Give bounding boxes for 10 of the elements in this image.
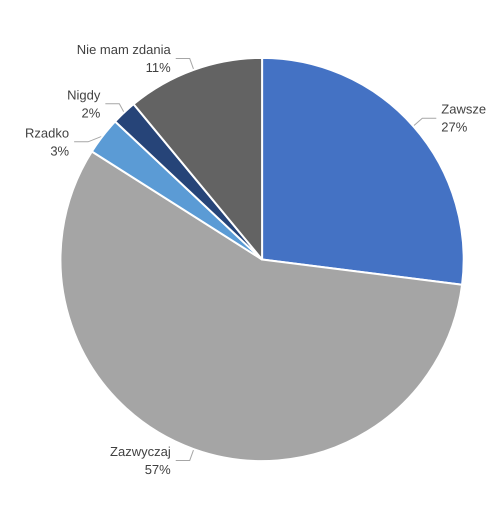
data-label: 3% xyxy=(50,143,70,158)
data-label: 11% xyxy=(146,60,172,76)
data-label: 2% xyxy=(82,105,101,120)
data-label: 27% xyxy=(441,120,468,135)
slice-label: Zazwyczaj xyxy=(110,444,171,459)
slice-label: Nie mam zdania xyxy=(76,42,172,58)
slice-label: Rzadko xyxy=(25,125,70,140)
data-label: 57% xyxy=(144,462,172,477)
slice-label: Zawsze xyxy=(441,102,486,117)
slice-label: Nigdy xyxy=(67,87,101,102)
